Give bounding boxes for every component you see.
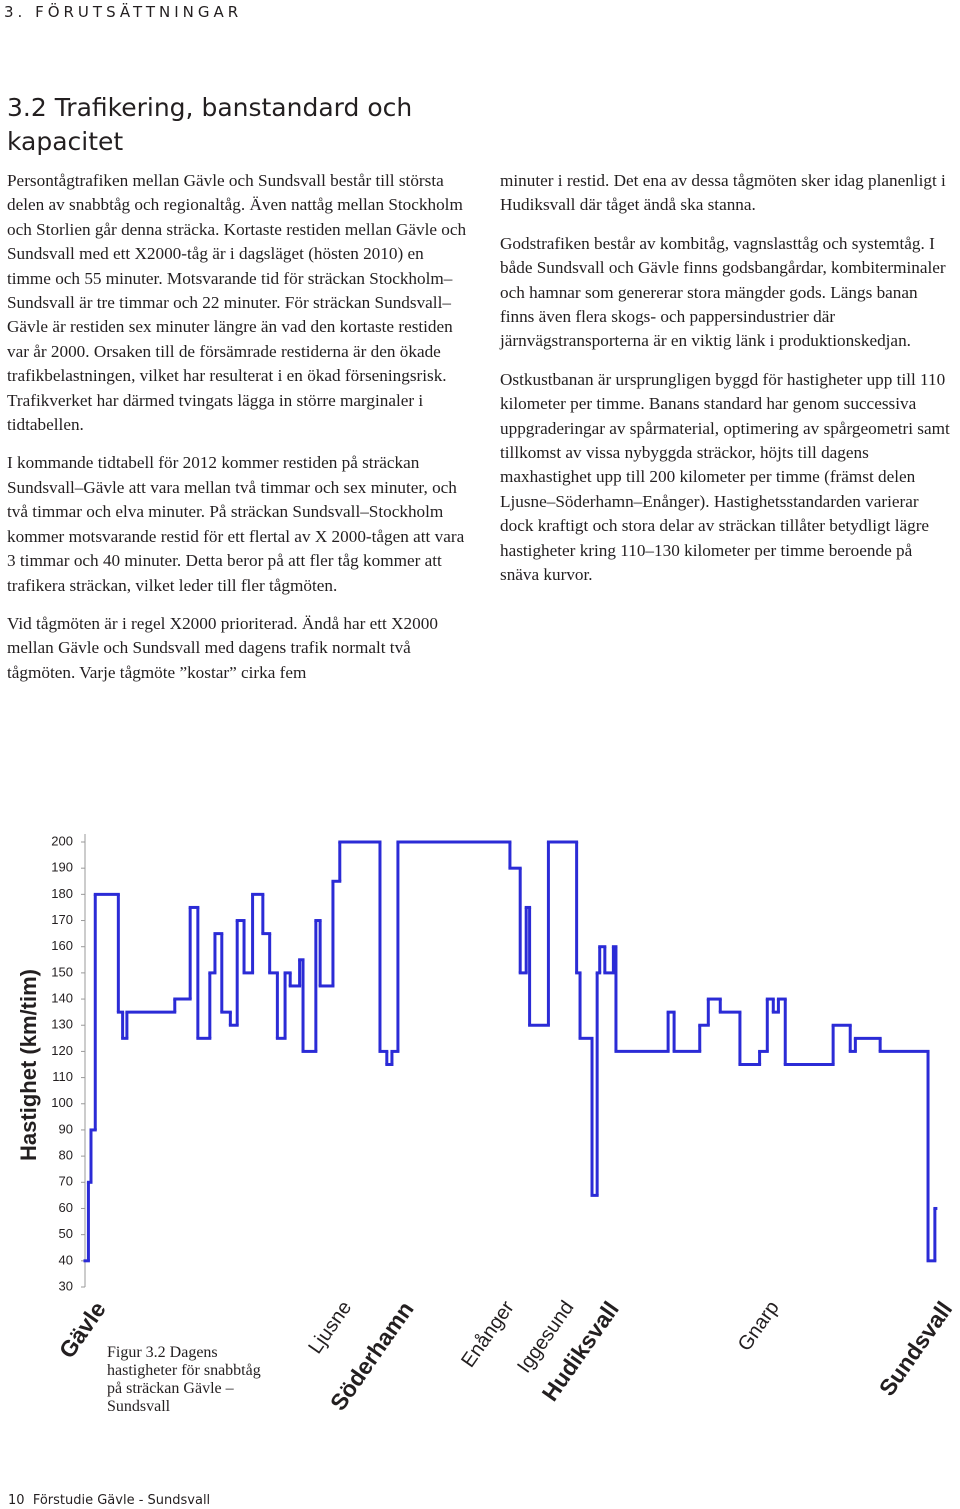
y-tick-label: 120 — [51, 1043, 73, 1058]
station-label: Ljusne — [304, 1297, 356, 1358]
chart: Hastighet (km/tim) 30 40 50 60 70 80 90 100 110 1… — [16, 833, 958, 1415]
y-tick-label: 60 — [59, 1200, 73, 1215]
section-header: 3. FÖRUTSÄTTNINGAR — [4, 3, 243, 21]
paragraph: Persontågtrafiken mellan Gävle och Sunds… — [7, 171, 467, 435]
y-tick-label: 190 — [51, 860, 73, 875]
y-tick-label: 40 — [59, 1252, 73, 1267]
y-tick-label: 50 — [59, 1226, 73, 1241]
y-tick-label: 160 — [51, 938, 73, 953]
footer: 10 Förstudie Gävle - Sundsvall — [8, 1493, 210, 1508]
paragraph: I kommande tidtabell för 2012 kommer res… — [7, 453, 465, 595]
y-tick-label: 180 — [51, 886, 73, 901]
y-tick-label: 200 — [51, 833, 73, 848]
paragraph: Vid tågmöten är i regel X2000 prioritera… — [7, 613, 438, 682]
left-column: Persontågtrafiken mellan Gävle och Sunds… — [7, 169, 469, 699]
y-tick-label: 150 — [51, 964, 73, 979]
station-label: Gävle — [54, 1297, 111, 1363]
figure-caption: Figur 3.2 Dagens hastigheter för snabbtå… — [107, 1344, 261, 1415]
y-tick-label: 110 — [52, 1069, 73, 1084]
page-number: 10 — [8, 1493, 25, 1508]
right-column: minuter i restid. Det ena av dessa tågmö… — [500, 169, 952, 602]
station-label: Sundsvall — [874, 1297, 958, 1401]
y-axis-label: Hastighet (km/tim) — [16, 969, 41, 1161]
y-tick-label: 70 — [59, 1174, 73, 1189]
y-tick-label: 130 — [51, 1017, 73, 1032]
heading: 3.2 Trafikering, banstandard och kapacit… — [7, 93, 413, 156]
paragraph: minuter i restid. Det ena av dessa tågmö… — [500, 171, 946, 215]
station-label: Enånger — [457, 1297, 519, 1372]
paragraph: Ostkustbanan är ursprungligen byggd för … — [500, 369, 950, 585]
y-tick-label: 90 — [59, 1121, 73, 1136]
paragraph: Godstrafiken består av kombitåg, vagnsla… — [500, 233, 946, 351]
y-tick-label: 170 — [51, 912, 73, 927]
y-tick-label: 140 — [51, 990, 73, 1005]
y-tick-label: 80 — [59, 1148, 73, 1163]
footer-title: Förstudie Gävle - Sundsvall — [32, 1493, 211, 1508]
y-tick-label: 100 — [51, 1095, 73, 1110]
station-label: Gnarp — [734, 1297, 784, 1355]
y-tick-label: 30 — [59, 1278, 73, 1293]
